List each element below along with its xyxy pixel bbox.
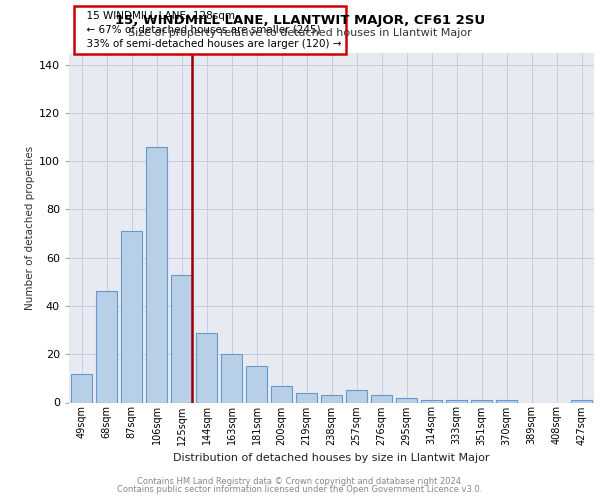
Text: 15 WINDMILL LANE: 128sqm
  ← 67% of detached houses are smaller (245)
  33% of s: 15 WINDMILL LANE: 128sqm ← 67% of detach… [79, 11, 341, 49]
Text: Contains public sector information licensed under the Open Government Licence v3: Contains public sector information licen… [118, 485, 482, 494]
Bar [196, 332, 217, 402]
Bar [271, 386, 292, 402]
Bar [321, 396, 342, 402]
Bar [121, 231, 142, 402]
Bar [221, 354, 242, 403]
Bar [471, 400, 492, 402]
Bar [371, 396, 392, 402]
Bar [96, 292, 117, 403]
Bar [146, 146, 167, 402]
Bar [296, 393, 317, 402]
Text: Contains HM Land Registry data © Crown copyright and database right 2024.: Contains HM Land Registry data © Crown c… [137, 477, 463, 486]
Bar [346, 390, 367, 402]
Bar [171, 274, 192, 402]
Y-axis label: Number of detached properties: Number of detached properties [25, 146, 35, 310]
X-axis label: Distribution of detached houses by size in Llantwit Major: Distribution of detached houses by size … [173, 453, 490, 463]
Bar [71, 374, 92, 402]
Bar [446, 400, 467, 402]
Bar [421, 400, 442, 402]
Text: 15, WINDMILL LANE, LLANTWIT MAJOR, CF61 2SU: 15, WINDMILL LANE, LLANTWIT MAJOR, CF61 … [115, 14, 485, 27]
Text: Size of property relative to detached houses in Llantwit Major: Size of property relative to detached ho… [128, 28, 472, 38]
Bar [246, 366, 267, 402]
Bar [571, 400, 592, 402]
Bar [496, 400, 517, 402]
Bar [396, 398, 417, 402]
